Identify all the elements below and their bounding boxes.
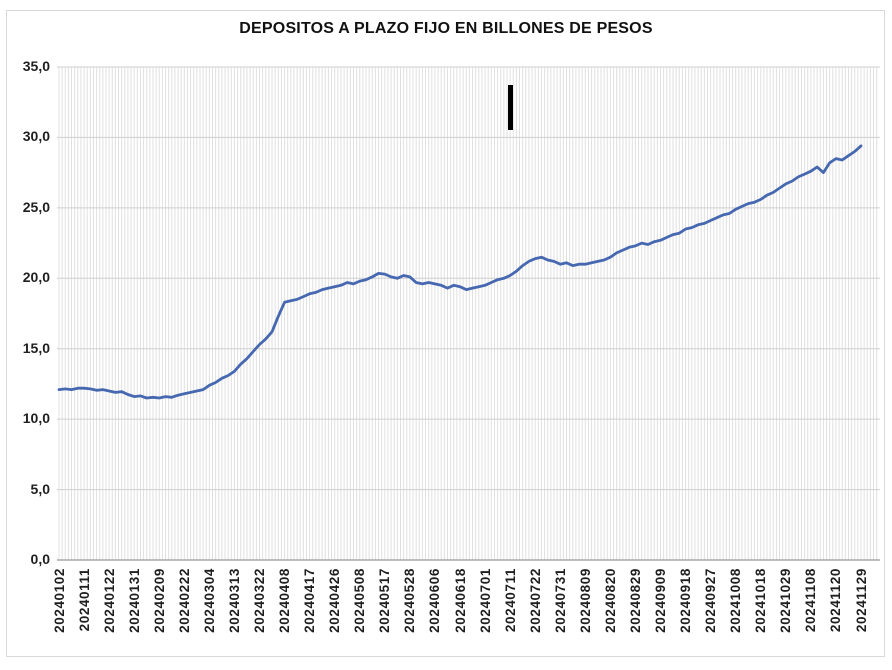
x-tick-label: 20240829 xyxy=(627,568,643,633)
x-tick-label: 20240322 xyxy=(252,568,267,633)
x-tick-label: 20240111 xyxy=(76,568,92,632)
x-tick-label: 20240731 xyxy=(552,568,568,633)
y-tick-label: 15,0 xyxy=(22,339,50,356)
y-tick-label: 20,0 xyxy=(22,269,50,286)
x-tick-label: 20240918 xyxy=(678,568,694,633)
x-tick-label: 20241029 xyxy=(778,568,794,633)
x-tick-label: 20240131 xyxy=(126,568,142,633)
y-tick-label: 10,0 xyxy=(22,410,50,427)
y-tick-label: 25,0 xyxy=(22,198,50,215)
x-tick-label: 20240222 xyxy=(176,568,192,633)
x-tick-label: 20240809 xyxy=(577,568,593,633)
x-tick-label: 20240508 xyxy=(352,568,368,633)
y-tick-label: 0,0 xyxy=(30,551,50,567)
x-tick-label: 20241129 xyxy=(853,568,869,633)
y-tick-label: 35,0 xyxy=(22,58,50,74)
x-tick-label: 20240209 xyxy=(151,568,167,633)
y-tick-label: 30,0 xyxy=(22,128,50,145)
y-tick-label: 5,0 xyxy=(30,480,50,497)
x-tick-label: 20240909 xyxy=(653,568,668,633)
x-tick-label: 20240711 xyxy=(502,568,518,633)
x-tick-label: 20240408 xyxy=(277,568,293,633)
vertical-marker-bar xyxy=(508,85,513,130)
x-tick-label: 20241120 xyxy=(828,568,844,633)
x-tick-label: 20240701 xyxy=(477,568,493,633)
x-tick-label: 20240517 xyxy=(377,568,393,633)
x-tick-label: 20240528 xyxy=(402,568,418,633)
deposits-data-line xyxy=(57,144,863,400)
x-tick-label: 20240722 xyxy=(527,568,543,633)
x-tick-label: 20240426 xyxy=(327,568,343,633)
x-tick-label: 20240122 xyxy=(101,568,117,633)
chart-title: DEPOSITOS A PLAZO FIJO EN BILLONES DE PE… xyxy=(239,20,653,37)
x-tick-label: 20241018 xyxy=(753,568,769,633)
x-tick-label: 20240417 xyxy=(302,568,318,633)
x-tick-label: 20240606 xyxy=(427,568,443,633)
x-tick-label: 20240618 xyxy=(452,568,468,633)
x-tick-label: 20241108 xyxy=(803,568,819,633)
x-tick-label: 20241008 xyxy=(728,568,744,633)
x-tick-label: 20240102 xyxy=(51,568,67,633)
x-tick-label: 20240927 xyxy=(703,568,719,633)
x-tick-label: 20240304 xyxy=(201,568,217,633)
x-tick-label: 20240313 xyxy=(226,568,242,633)
x-tick-label: 20240820 xyxy=(602,568,618,633)
